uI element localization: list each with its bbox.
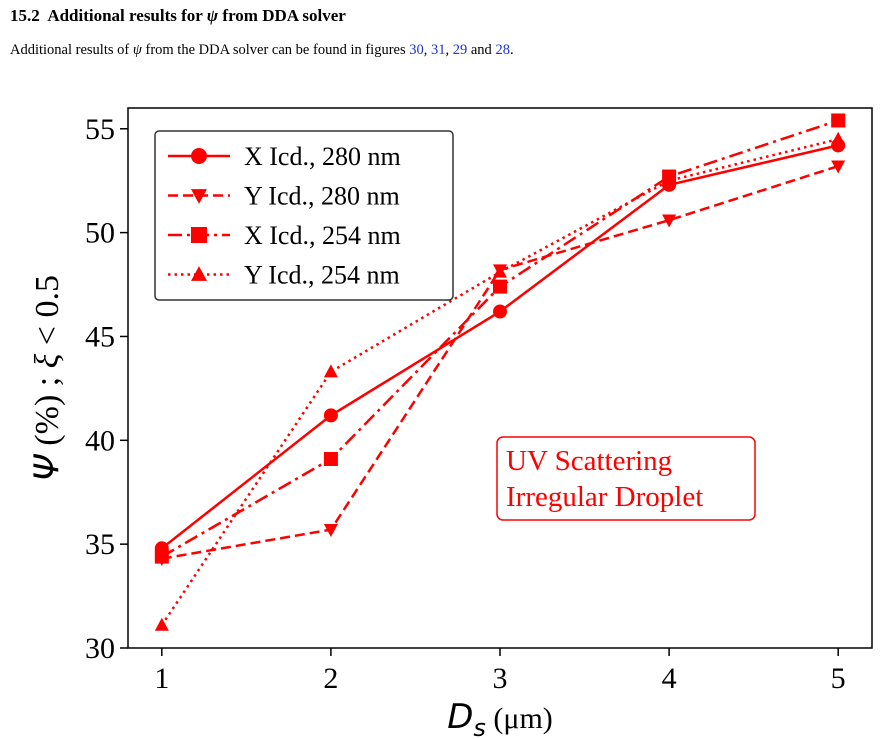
- data-point: [493, 264, 507, 278]
- paragraph-mid: from the DDA solver can be found in figu…: [145, 42, 406, 58]
- section-number: 15.2: [10, 6, 40, 25]
- data-point: [323, 452, 338, 466]
- paragraph-pre: Additional results of: [10, 42, 130, 58]
- data-point: [323, 408, 338, 423]
- annotation-box: UV Scattering Irregular Droplet: [496, 436, 756, 521]
- data-point: [323, 524, 338, 537]
- legend-marker: [191, 227, 207, 243]
- y-tick-label: 50: [85, 217, 115, 250]
- legend-marker: [191, 266, 207, 281]
- section-title-post: from DDA solver: [222, 6, 346, 25]
- paragraph-sep: ,: [423, 42, 431, 58]
- y-axis-symbol: Ψ: [27, 453, 67, 481]
- figure-ref-link[interactable]: 28: [495, 42, 510, 58]
- legend: X Icd., 280 nm Y Icd., 280 nm X Icd., 254 …: [154, 130, 454, 301]
- data-point: [154, 549, 169, 564]
- annotation-frame: [496, 436, 756, 521]
- data-point: [323, 364, 338, 378]
- annotation-line-1: UV Scattering: [506, 445, 672, 477]
- y-tick-label: 55: [85, 113, 115, 146]
- data-point: [831, 131, 846, 145]
- paragraph-and: and: [467, 42, 496, 58]
- legend-marker: [191, 148, 207, 164]
- x-tick-label: 3: [493, 662, 508, 695]
- x-axis-unit: (μm): [486, 702, 553, 735]
- legend-item: X Icd., 254 nm: [168, 221, 401, 250]
- paragraph: Additional results of ψ from the DDA sol…: [10, 42, 514, 59]
- paragraph-end: .: [509, 42, 514, 58]
- legend-label: X Icd., 280 nm: [244, 142, 401, 171]
- legend-frame: [154, 130, 454, 301]
- data-point: [493, 279, 507, 294]
- legend-item: Y Icd., 280 nm: [168, 182, 400, 211]
- figure-ref-link[interactable]: 31: [431, 42, 446, 58]
- data-point: [831, 160, 846, 174]
- y-tick-label: 40: [85, 424, 115, 457]
- y-axis-rest: (%) ;: [29, 368, 66, 454]
- figure-ref-link[interactable]: 30: [409, 42, 424, 58]
- legend-item: X Icd., 280 nm: [168, 142, 401, 171]
- x-tick-label: 5: [831, 662, 846, 695]
- paragraph-symbol: ψ: [132, 42, 142, 58]
- data-point: [154, 617, 169, 631]
- x-axis-label: Ds (μm): [447, 697, 553, 739]
- y-axis-xi: ξ: [29, 353, 66, 368]
- y-axis-label: Ψ (%) ; ξ < 0.5: [27, 275, 67, 481]
- x-tick-label: 4: [662, 662, 677, 695]
- legend-label: Y Icd., 254 nm: [244, 261, 400, 290]
- data-point: [662, 214, 677, 228]
- data-point: [493, 304, 507, 319]
- y-tick-label: 45: [85, 320, 115, 353]
- annotation-line-2: Irregular Droplet: [506, 481, 703, 513]
- data-point: [831, 113, 846, 128]
- section-title-symbol: ψ: [206, 6, 219, 25]
- y-tick-label: 35: [85, 528, 115, 561]
- legend-label: Y Icd., 280 nm: [244, 182, 400, 211]
- section-title-pre: Additional results for: [47, 6, 203, 25]
- x-axis-subscript: s: [473, 714, 486, 739]
- data-point: [662, 173, 677, 187]
- y-axis-condition: < 0.5: [29, 275, 66, 354]
- paragraph-sep: ,: [445, 42, 453, 58]
- section-heading: 15.2 Additional results for ψ from DDA s…: [10, 6, 346, 26]
- figure-ref-link[interactable]: 29: [452, 42, 468, 58]
- y-tick-label: 30: [85, 632, 115, 665]
- legend-item: Y Icd., 254 nm: [168, 261, 400, 290]
- x-axis-symbol: D: [447, 697, 473, 737]
- x-tick-label: 2: [323, 662, 338, 695]
- legend-label: X Icd., 254 nm: [244, 221, 401, 250]
- series-4: [154, 131, 846, 631]
- legend-marker: [191, 189, 207, 204]
- x-tick-label: 1: [154, 662, 169, 695]
